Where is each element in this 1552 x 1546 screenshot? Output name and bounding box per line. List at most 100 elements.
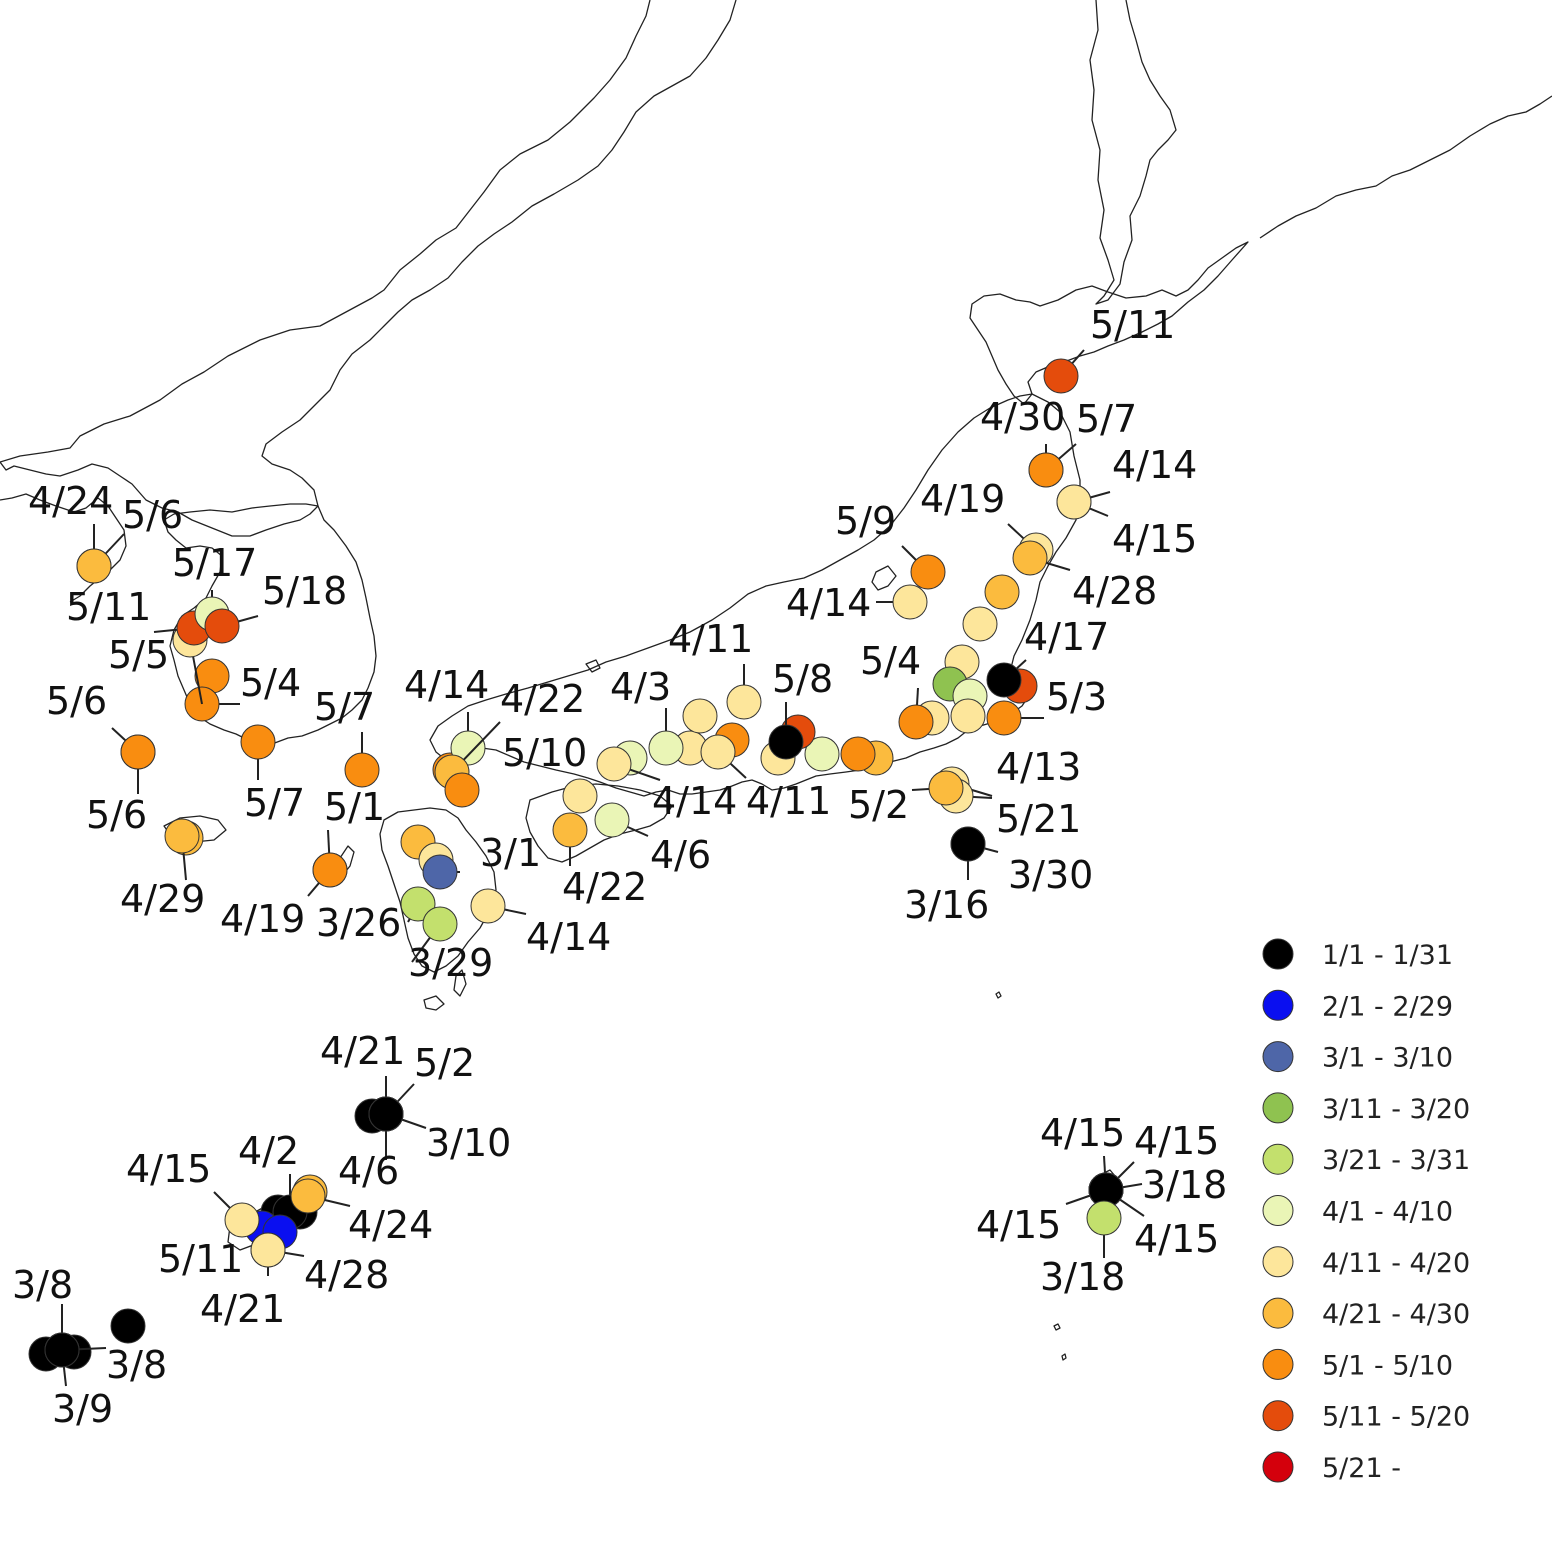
legend-swatch [1262, 1348, 1294, 1380]
site-marker: 4/14 [596, 746, 737, 823]
site-marker: 3/18 [1040, 1200, 1125, 1299]
legend-item: 5/1 - 5/10 [1262, 1348, 1453, 1381]
legend-item: 3/11 - 3/20 [1262, 1092, 1470, 1125]
date-label: 5/2 [848, 783, 909, 827]
date-label: 5/4 [240, 661, 301, 705]
site-marker: 4/15 [126, 1147, 260, 1238]
legend-swatch [1262, 1092, 1294, 1124]
cluster-marker [682, 698, 718, 734]
site-marker: 5/3 [986, 675, 1107, 736]
site-marker: 5/7 [240, 724, 305, 825]
site-dot [594, 802, 630, 838]
date-label: 4/24 [28, 479, 113, 523]
legend-item: 4/1 - 4/10 [1262, 1195, 1453, 1228]
date-label: 5/3 [1046, 675, 1107, 719]
legend-item: 4/21 - 4/30 [1262, 1297, 1470, 1330]
date-label: 4/22 [562, 865, 647, 909]
site-marker: 4/6 [338, 1096, 404, 1193]
legend-item: 5/11 - 5/20 [1262, 1400, 1470, 1433]
date-label: 4/15 [976, 1203, 1061, 1247]
date-label: 3/8 [106, 1343, 167, 1387]
site-marker: 3/16 [904, 826, 989, 927]
date-label: 5/18 [262, 569, 347, 613]
site-marker: 4/11 [668, 617, 762, 720]
site-dot [950, 826, 986, 862]
site-marker: 4/15 [1088, 1172, 1219, 1261]
cluster-marker [840, 736, 876, 772]
legend-item: 1/1 - 1/31 [1262, 938, 1453, 971]
site-marker: 5/7 [314, 685, 380, 788]
site-dot [986, 662, 1022, 698]
site-dot [1056, 484, 1092, 520]
site-dot [422, 906, 458, 942]
date-label: 5/4 [860, 639, 921, 683]
legend-label: 3/21 - 3/31 [1322, 1145, 1470, 1176]
site-dot [726, 684, 762, 720]
date-label: 5/11 [158, 1237, 243, 1281]
date-label: 5/10 [502, 731, 587, 775]
site-marker: 4/22 [552, 812, 647, 909]
site-dot [224, 1202, 260, 1238]
legend-item: 4/11 - 4/20 [1262, 1246, 1470, 1279]
osumi-islands [423, 969, 467, 1011]
date-label: 4/28 [304, 1253, 389, 1297]
date-label: 4/11 [746, 779, 831, 823]
date-label: 3/8 [12, 1263, 73, 1307]
site-dot [910, 554, 946, 590]
sado-coast [871, 565, 897, 591]
site-dot [44, 1332, 80, 1368]
date-label: 5/6 [86, 793, 147, 837]
date-label: 4/13 [996, 745, 1081, 789]
site-marker: 5/9 [835, 499, 946, 590]
legend-item: 3/21 - 3/31 [1262, 1143, 1470, 1176]
legend-label: 1/1 - 1/31 [1322, 940, 1453, 971]
legend-swatch [1262, 938, 1294, 970]
date-label: 5/7 [244, 781, 305, 825]
site-marker: 4/21 [200, 1232, 286, 1331]
date-label: 4/14 [526, 915, 611, 959]
date-label: 4/21 [200, 1287, 285, 1331]
legend-label: 5/21 - [1322, 1453, 1401, 1484]
site-marker: 3/9 [44, 1332, 113, 1431]
site-dot [986, 700, 1022, 736]
site-marker: 4/3 [610, 665, 684, 766]
date-label: 4/15 [1112, 517, 1197, 561]
site-dot [312, 852, 348, 888]
kyushu-coast [379, 807, 497, 973]
date-label: 4/14 [1112, 443, 1197, 487]
mainland-coast [0, 0, 651, 463]
site-marker: 5/18 [204, 569, 347, 644]
legend-swatch [1262, 1451, 1294, 1483]
date-label: 4/6 [338, 1149, 399, 1193]
site-dot [1028, 452, 1064, 488]
legend-label: 5/1 - 5/10 [1322, 1350, 1453, 1381]
date-label: 4/24 [348, 1203, 433, 1247]
date-label: 4/21 [320, 1029, 405, 1073]
site-dot [240, 724, 276, 760]
site-marker: 5/10 [444, 731, 587, 808]
legend-item: 3/1 - 3/10 [1262, 1041, 1453, 1074]
date-label: 3/16 [904, 883, 989, 927]
site-marker: 5/8 [768, 657, 833, 760]
legend-label: 3/1 - 3/10 [1322, 1043, 1453, 1074]
date-label: 4/29 [120, 877, 205, 921]
site-marker: 4/14 [470, 888, 611, 959]
site-marker: 5/7 [1028, 397, 1137, 488]
site-dot [400, 886, 436, 922]
cluster-marker [562, 778, 598, 814]
cluster-marker [984, 574, 1020, 610]
date-label: 4/14 [404, 663, 489, 707]
site-marker: 5/6 [86, 734, 156, 837]
date-label: 3/26 [316, 901, 401, 945]
site-dot [700, 734, 736, 770]
date-label: 4/2 [238, 1129, 299, 1173]
date-label: 5/9 [835, 499, 896, 543]
site-dot [250, 1232, 286, 1268]
date-label: 5/7 [314, 685, 375, 729]
site-dot [76, 548, 112, 584]
site-dot [164, 818, 200, 854]
legend-swatch [1262, 1195, 1294, 1226]
site-marker: 5/11 [1043, 303, 1175, 394]
date-label: 5/11 [1090, 303, 1175, 347]
legend-swatch [1262, 1297, 1294, 1329]
